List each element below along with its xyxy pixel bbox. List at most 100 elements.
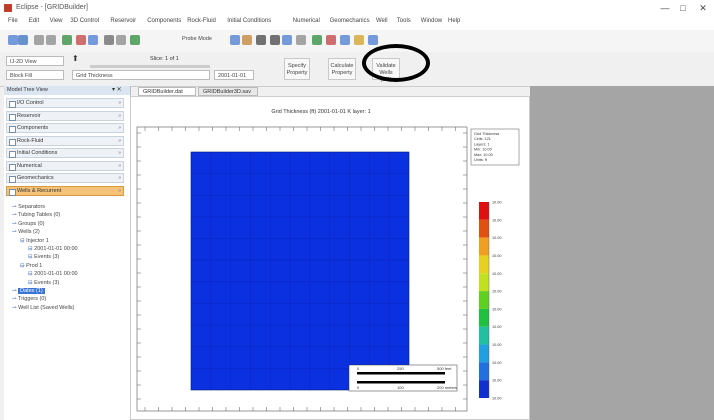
sidebar-item-geomechanics[interactable]: Geomechanics » bbox=[6, 173, 124, 183]
redo-icon[interactable] bbox=[46, 35, 56, 45]
maximize-button[interactable]: □ bbox=[680, 3, 686, 13]
checkbox[interactable] bbox=[9, 163, 16, 171]
grid-block[interactable] bbox=[190, 151, 410, 391]
triangle-icon[interactable] bbox=[368, 35, 378, 45]
tree-node[interactable]: ⊸ Tubing Tables (0) bbox=[12, 212, 60, 218]
menu-rock-fluid[interactable]: Rock-Fluid bbox=[187, 18, 216, 24]
scale-label: 500 feet bbox=[437, 366, 452, 371]
ruler-icon[interactable] bbox=[116, 35, 126, 45]
specify-property-button[interactable]: Specify Property bbox=[284, 58, 310, 80]
color-icon[interactable] bbox=[354, 35, 364, 45]
expand-icon[interactable]: » bbox=[118, 150, 121, 156]
menu-edit[interactable]: Edit bbox=[28, 18, 40, 24]
info-legend-text: Cells: 121 bbox=[474, 137, 491, 141]
sidebar-item-rock-fluid[interactable]: Rock-Fluid » bbox=[6, 135, 124, 146]
layer-slider[interactable] bbox=[90, 65, 210, 68]
tree-node[interactable]: ⊸ Well List (Saved Wells) bbox=[12, 305, 74, 311]
checkbox[interactable] bbox=[9, 113, 16, 121]
rotate-icon[interactable] bbox=[104, 35, 114, 45]
checkbox[interactable] bbox=[9, 126, 16, 133]
plot-svg[interactable]: Grid Thickness (ft) 2001-01-01 K layer: … bbox=[131, 97, 529, 419]
checkbox[interactable] bbox=[9, 151, 16, 158]
save-icon[interactable] bbox=[18, 35, 28, 45]
sidebar-item-initial-conditions[interactable]: Initial Conditions » bbox=[6, 148, 124, 158]
menu-view[interactable]: View bbox=[49, 18, 63, 24]
filter-icon[interactable] bbox=[242, 35, 252, 45]
expand-icon[interactable]: » bbox=[118, 112, 121, 119]
property-combo[interactable]: Grid Thickness bbox=[72, 70, 210, 80]
minimize-button[interactable]: — bbox=[660, 3, 670, 13]
block-combo[interactable]: Block Fill bbox=[6, 70, 64, 80]
open-icon[interactable] bbox=[8, 35, 18, 45]
expand-icon[interactable]: » bbox=[118, 175, 121, 181]
view-combo[interactable]: IJ-2D View bbox=[6, 56, 64, 66]
plot-pane[interactable]: Grid Thickness (ft) 2001-01-01 K layer: … bbox=[130, 96, 530, 420]
tree-node[interactable]: ⊟ Events (3) bbox=[28, 254, 59, 260]
sidebar-item-i-o-control[interactable]: I/O Control » bbox=[6, 98, 124, 108]
tree-node[interactable]: ⊟ 2001-01-01 00:00 bbox=[28, 271, 78, 277]
expand-icon[interactable]: » bbox=[118, 100, 121, 106]
probe-mode-label[interactable]: Probe Mode bbox=[182, 36, 212, 42]
checkbox[interactable] bbox=[9, 176, 16, 183]
expand-icon[interactable]: » bbox=[118, 162, 121, 169]
tree-node[interactable]: ⊸ Wells (2) bbox=[12, 229, 40, 235]
menu-file[interactable]: File bbox=[8, 18, 18, 24]
tab-gridbuilder3d[interactable]: GRIDBuilder3D.sav bbox=[198, 87, 258, 96]
tree-node-label: Separators bbox=[18, 204, 46, 210]
checkbox[interactable] bbox=[9, 188, 16, 196]
probe-icon[interactable] bbox=[76, 35, 86, 45]
model-tree-panel: Model Tree View ▾ ✕ I/O Control» Reservoi… bbox=[4, 86, 131, 420]
pointer-icon[interactable] bbox=[256, 35, 266, 45]
sidebar-item-components[interactable]: Components » bbox=[6, 123, 124, 133]
menu-window[interactable]: Window bbox=[420, 18, 443, 24]
checkbox[interactable] bbox=[9, 138, 16, 146]
sidebar-item-numerical[interactable]: Numerical » bbox=[6, 160, 124, 171]
menu-reservoir[interactable]: Reservoir bbox=[110, 18, 137, 24]
minus-icon[interactable] bbox=[326, 35, 336, 45]
lock-icon[interactable] bbox=[296, 35, 306, 45]
layer-icon[interactable] bbox=[130, 35, 140, 45]
menu-components[interactable]: Components bbox=[147, 18, 182, 24]
sidebar-item-label: Numerical bbox=[17, 162, 42, 169]
tab-gridbuilder[interactable]: GRIDBuilder.dat (2D) bbox=[138, 87, 196, 104]
menu-initial-conditions[interactable]: Initial Conditions bbox=[227, 18, 272, 24]
sidebar-item-reservoir[interactable]: Reservoir » bbox=[6, 110, 124, 121]
search-icon[interactable] bbox=[340, 35, 350, 45]
zoom-icon[interactable] bbox=[88, 35, 98, 45]
expand-icon[interactable]: » bbox=[118, 125, 121, 131]
date-combo[interactable]: 2001-01-01 bbox=[214, 70, 254, 80]
expand-icon[interactable]: » bbox=[118, 137, 121, 144]
menu-tools[interactable]: Tools bbox=[396, 18, 411, 24]
tree-node[interactable]: ⊟ Events (3) bbox=[28, 280, 59, 286]
grid-icon[interactable] bbox=[62, 35, 72, 45]
info-legend-box bbox=[470, 128, 520, 166]
close-button[interactable]: ✕ bbox=[699, 3, 707, 13]
tree-node[interactable]: ⊟ Injector 1 bbox=[20, 238, 49, 244]
menu-3d-control[interactable]: 3D Control bbox=[70, 18, 100, 24]
menu-geomechanics[interactable]: Geomechanics bbox=[329, 18, 370, 24]
refresh-icon[interactable] bbox=[230, 35, 240, 45]
move-icon[interactable] bbox=[270, 35, 280, 45]
menu-numerical[interactable]: Numerical bbox=[292, 18, 320, 24]
color-scale-label: 10.00 bbox=[492, 361, 502, 365]
tree-node[interactable]: ⊸ Separators bbox=[12, 204, 45, 210]
undo-icon[interactable] bbox=[34, 35, 44, 45]
window-title: Eclipse - [GRIDBuilder] bbox=[16, 4, 88, 11]
tree-node[interactable]: ⊸ Triggers (0) bbox=[12, 296, 46, 302]
checkbox[interactable] bbox=[9, 101, 16, 108]
calculate-property-button[interactable]: Calculate Property bbox=[328, 58, 356, 80]
tree-node[interactable]: ⊸ Groups (0) bbox=[12, 221, 44, 227]
plus-icon[interactable] bbox=[312, 35, 322, 45]
sidebar-item-wells-recurrent[interactable]: Wells & Recurrent » bbox=[6, 185, 124, 196]
tree-node[interactable]: ⊟ Prod 1 bbox=[20, 263, 42, 269]
tree-node[interactable]: ⊸ Dates (1) bbox=[12, 288, 45, 294]
select-icon[interactable] bbox=[282, 35, 292, 45]
color-scale-label: 10.00 bbox=[492, 236, 502, 240]
menu-help[interactable]: Help bbox=[448, 18, 461, 24]
expand-icon[interactable]: » bbox=[118, 187, 121, 194]
arrow-icon[interactable]: ⬆ bbox=[72, 54, 79, 63]
tree-node[interactable]: ⊟ 2001-01-01 00:00 bbox=[28, 246, 78, 252]
menu-well[interactable]: Well bbox=[376, 18, 388, 24]
tree-node-label: Triggers (0) bbox=[18, 296, 47, 303]
pin-icon[interactable]: ▾ ✕ bbox=[112, 87, 122, 93]
